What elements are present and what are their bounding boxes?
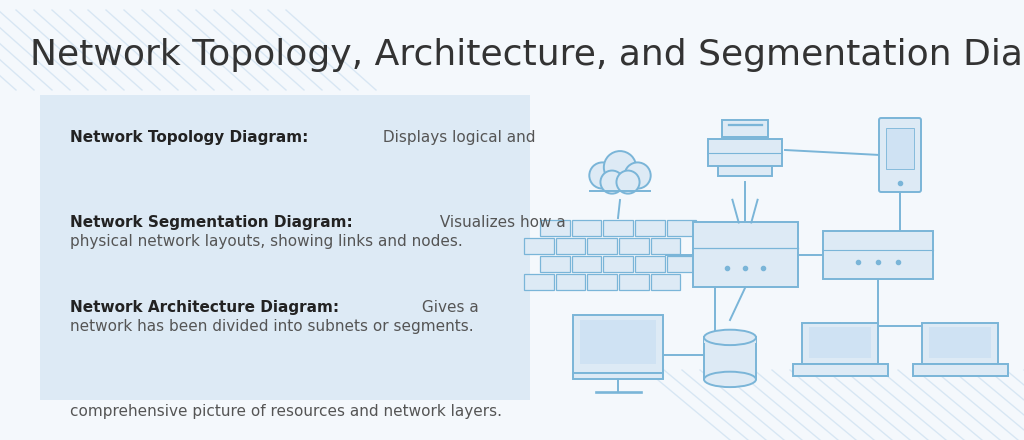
FancyBboxPatch shape bbox=[556, 274, 586, 290]
Text: physical network layouts, showing links and nodes.: physical network layouts, showing links … bbox=[70, 234, 463, 249]
FancyBboxPatch shape bbox=[886, 128, 914, 169]
Text: network has been divided into subnets or segments.: network has been divided into subnets or… bbox=[70, 319, 474, 334]
FancyBboxPatch shape bbox=[573, 315, 663, 373]
Ellipse shape bbox=[705, 330, 756, 345]
FancyBboxPatch shape bbox=[603, 220, 633, 236]
FancyBboxPatch shape bbox=[524, 238, 554, 254]
Circle shape bbox=[625, 162, 650, 189]
FancyBboxPatch shape bbox=[879, 118, 921, 192]
FancyBboxPatch shape bbox=[912, 363, 1008, 376]
FancyBboxPatch shape bbox=[581, 320, 655, 364]
FancyBboxPatch shape bbox=[667, 256, 696, 272]
Ellipse shape bbox=[705, 372, 756, 387]
Text: Network Topology Diagram:: Network Topology Diagram: bbox=[70, 130, 308, 145]
FancyBboxPatch shape bbox=[588, 238, 617, 254]
FancyBboxPatch shape bbox=[722, 120, 768, 137]
FancyBboxPatch shape bbox=[540, 256, 569, 272]
Circle shape bbox=[616, 171, 640, 194]
FancyBboxPatch shape bbox=[635, 220, 665, 236]
FancyBboxPatch shape bbox=[540, 220, 569, 236]
FancyBboxPatch shape bbox=[802, 323, 878, 363]
Text: Gives a: Gives a bbox=[417, 300, 479, 315]
Text: Network Segmentation Diagram:: Network Segmentation Diagram: bbox=[70, 215, 352, 230]
Circle shape bbox=[604, 151, 636, 183]
Text: Network Topology, Architecture, and Segmentation Diagrams: Network Topology, Architecture, and Segm… bbox=[30, 38, 1024, 72]
FancyBboxPatch shape bbox=[618, 274, 648, 290]
FancyBboxPatch shape bbox=[556, 238, 586, 254]
FancyBboxPatch shape bbox=[922, 323, 998, 363]
FancyBboxPatch shape bbox=[635, 256, 665, 272]
Circle shape bbox=[600, 171, 624, 194]
FancyBboxPatch shape bbox=[571, 220, 601, 236]
FancyBboxPatch shape bbox=[650, 238, 680, 254]
FancyBboxPatch shape bbox=[705, 337, 756, 343]
FancyBboxPatch shape bbox=[718, 165, 772, 176]
FancyBboxPatch shape bbox=[524, 274, 554, 290]
FancyBboxPatch shape bbox=[809, 327, 871, 358]
FancyBboxPatch shape bbox=[603, 256, 633, 272]
Text: Displays logical and: Displays logical and bbox=[378, 130, 536, 145]
FancyBboxPatch shape bbox=[618, 238, 648, 254]
FancyBboxPatch shape bbox=[793, 363, 888, 376]
FancyBboxPatch shape bbox=[571, 256, 601, 272]
FancyBboxPatch shape bbox=[929, 327, 991, 358]
FancyBboxPatch shape bbox=[692, 223, 798, 287]
Text: Visualizes how a: Visualizes how a bbox=[435, 215, 565, 230]
FancyBboxPatch shape bbox=[588, 274, 617, 290]
Circle shape bbox=[589, 162, 615, 189]
FancyBboxPatch shape bbox=[650, 274, 680, 290]
Text: comprehensive picture of resources and network layers.: comprehensive picture of resources and n… bbox=[70, 404, 502, 419]
FancyBboxPatch shape bbox=[708, 139, 782, 165]
FancyBboxPatch shape bbox=[823, 231, 933, 279]
FancyBboxPatch shape bbox=[705, 337, 756, 379]
FancyBboxPatch shape bbox=[573, 373, 663, 379]
FancyBboxPatch shape bbox=[40, 95, 530, 400]
Text: Network Architecture Diagram:: Network Architecture Diagram: bbox=[70, 300, 339, 315]
FancyBboxPatch shape bbox=[667, 220, 696, 236]
